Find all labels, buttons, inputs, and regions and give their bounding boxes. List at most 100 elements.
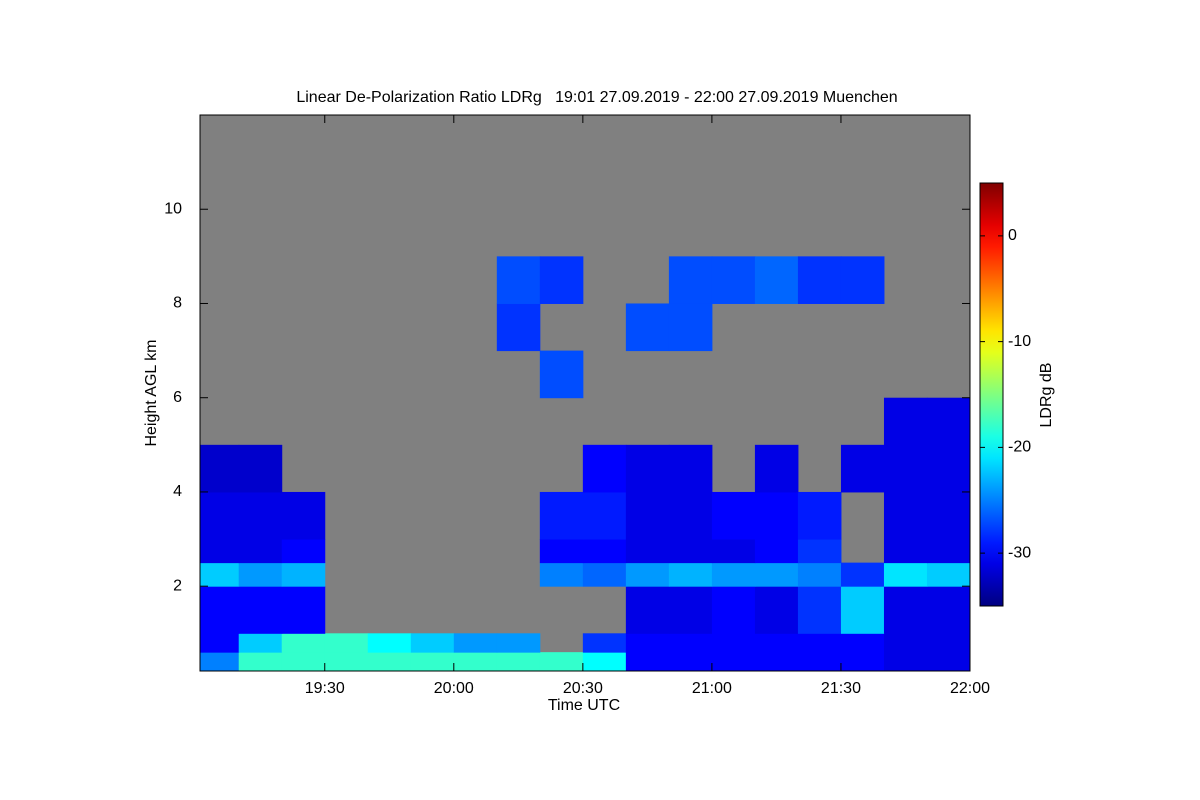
cell (200, 444, 240, 493)
cell (539, 350, 584, 399)
cell (582, 633, 627, 653)
x-tick-label: 20:30 (563, 680, 603, 697)
cell (797, 539, 842, 564)
cell (711, 256, 756, 304)
cell (668, 652, 713, 671)
cell (754, 491, 799, 540)
cell (496, 633, 541, 653)
cell (711, 539, 756, 564)
cell (797, 586, 842, 634)
cell (754, 539, 799, 564)
cell (367, 633, 412, 653)
cell (367, 652, 412, 671)
x-tick-label: 19:30 (305, 680, 345, 697)
cell (625, 491, 670, 540)
cell (625, 633, 670, 653)
cell (711, 652, 756, 671)
cell (840, 633, 885, 653)
cell (582, 491, 627, 540)
cell (926, 444, 970, 493)
cell (883, 491, 928, 540)
cell (883, 586, 928, 634)
cell (883, 652, 928, 671)
y-tick-label: 6 (173, 389, 182, 406)
colorbar-label: LDRg dB (1038, 363, 1055, 428)
cell (840, 256, 885, 304)
cell (797, 652, 842, 671)
cell (668, 562, 713, 587)
cell (754, 633, 799, 653)
y-tick-label: 2 (173, 577, 182, 594)
colorbar (979, 182, 1004, 607)
cell (926, 652, 970, 671)
cell (281, 491, 326, 540)
cell (668, 444, 713, 493)
cell (410, 652, 455, 671)
cell (238, 491, 283, 540)
cell (324, 652, 369, 671)
cell (625, 652, 670, 671)
cell (200, 586, 240, 634)
cell (324, 633, 369, 653)
cell (926, 586, 970, 634)
cell (883, 633, 928, 653)
cell (926, 539, 970, 564)
cell (200, 491, 240, 540)
cell (754, 256, 799, 304)
cell (281, 586, 326, 634)
cell (238, 539, 283, 564)
cell (539, 491, 584, 540)
cell (410, 633, 455, 653)
cell (625, 586, 670, 634)
cell (754, 444, 799, 493)
cell (238, 444, 283, 493)
cell (453, 652, 498, 671)
x-tick-label: 21:30 (821, 680, 861, 697)
cell (238, 586, 283, 634)
cell (496, 652, 541, 671)
plot-frame (199, 114, 971, 672)
cell (797, 256, 842, 304)
chart-title: Linear De-Polarization Ratio LDRg 19:01 … (296, 89, 897, 106)
cell (539, 562, 584, 587)
cell (711, 491, 756, 540)
cell (200, 539, 240, 564)
cell (797, 633, 842, 653)
colorbar-tick-label: -20 (1008, 439, 1031, 456)
cell (625, 444, 670, 493)
x-tick-label: 20:00 (434, 680, 474, 697)
cell (539, 652, 584, 671)
cell (797, 491, 842, 540)
cell (840, 444, 885, 493)
cell (200, 562, 240, 587)
colorbar-tick-label: -10 (1008, 333, 1031, 350)
cell (668, 256, 713, 304)
cell (238, 652, 283, 671)
x-tick-label: 21:00 (692, 680, 732, 697)
cell (883, 539, 928, 564)
cell (200, 652, 240, 671)
cell (582, 444, 627, 493)
cell (625, 539, 670, 564)
cell (668, 491, 713, 540)
cell (668, 633, 713, 653)
cell (840, 562, 885, 587)
cell (238, 633, 283, 653)
x-axis-label: Time UTC (548, 697, 620, 714)
cell (797, 562, 842, 587)
cell (582, 562, 627, 587)
cell (539, 539, 584, 564)
cell (840, 652, 885, 671)
cell (883, 397, 928, 446)
cell (668, 539, 713, 564)
cell (926, 633, 970, 653)
cell (754, 562, 799, 587)
cell (582, 539, 627, 564)
cell (668, 586, 713, 634)
colorbar-tick-label: 0 (1008, 227, 1017, 244)
cell (238, 562, 283, 587)
cell (453, 633, 498, 653)
cell (883, 562, 928, 587)
cell (926, 397, 970, 446)
